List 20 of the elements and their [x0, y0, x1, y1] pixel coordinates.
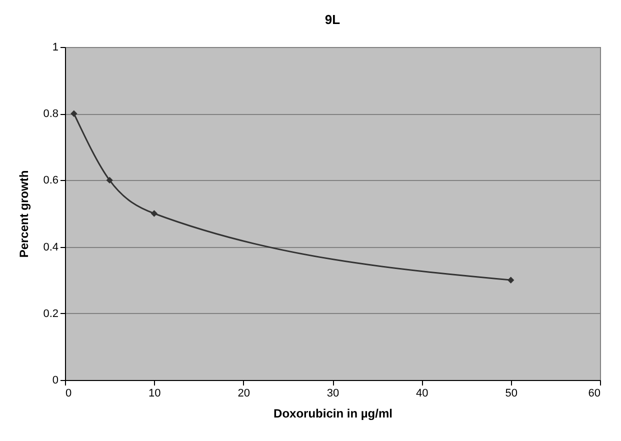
y-tick-label: 0.8	[43, 108, 58, 120]
y-tick-label: 0.4	[43, 241, 58, 254]
y-tick-label: 1	[52, 42, 58, 54]
y-tick-label: 0	[52, 374, 58, 386]
point	[106, 176, 113, 184]
x-tick-label: 0	[66, 388, 72, 400]
x-tick-label: 20	[238, 388, 250, 400]
y-tick-label: 0.2	[43, 308, 58, 320]
x-axis-title: Doxorubicin in µg/ml	[274, 406, 392, 420]
x-tick-label: 10	[148, 388, 161, 400]
chart-title: 9L	[324, 12, 340, 27]
point	[150, 210, 158, 217]
y-tick-label: 0.6	[43, 174, 58, 187]
x-tick-label: 50	[505, 388, 518, 400]
x-tick-label: 30	[326, 388, 340, 400]
x-tick-label: 40	[416, 388, 428, 400]
y-axis-title: Percent growth	[17, 170, 32, 258]
point	[70, 110, 78, 117]
x-tick-label: 60	[588, 388, 600, 400]
point	[507, 276, 514, 284]
